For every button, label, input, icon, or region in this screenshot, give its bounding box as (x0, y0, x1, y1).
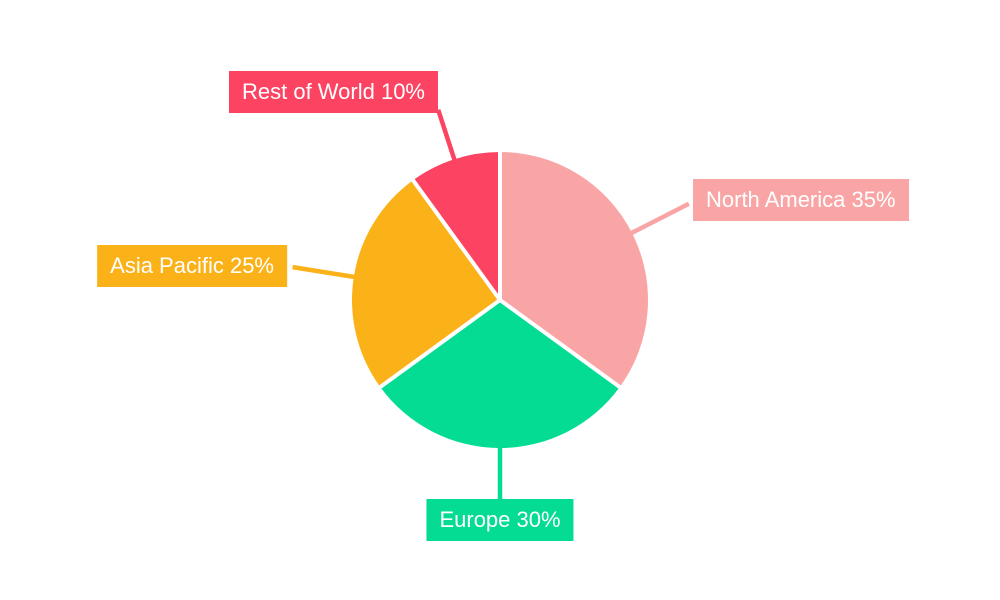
pie-slice-north-america (500, 152, 649, 387)
slice-gap-line (378, 298, 502, 390)
pie-slice-asia-pacific (352, 180, 500, 387)
leader-line-north-america (627, 201, 690, 237)
pie-slice-europe (380, 300, 620, 448)
pie-slice-rest-of-world (413, 152, 500, 300)
leader-line-asia-pacific (292, 264, 359, 280)
pie-label-rest-of-world: Rest of World 10% (228, 71, 438, 113)
slice-gap-line (410, 178, 502, 302)
slice-gap-line (498, 298, 622, 390)
pie-label-asia-pacific: Asia Pacific 25% (97, 245, 287, 287)
leader-line-rest-of-world (436, 109, 458, 164)
pie-label-north-america: North America 35% (693, 179, 909, 221)
pie-label-europe: Europe 30% (426, 499, 574, 541)
